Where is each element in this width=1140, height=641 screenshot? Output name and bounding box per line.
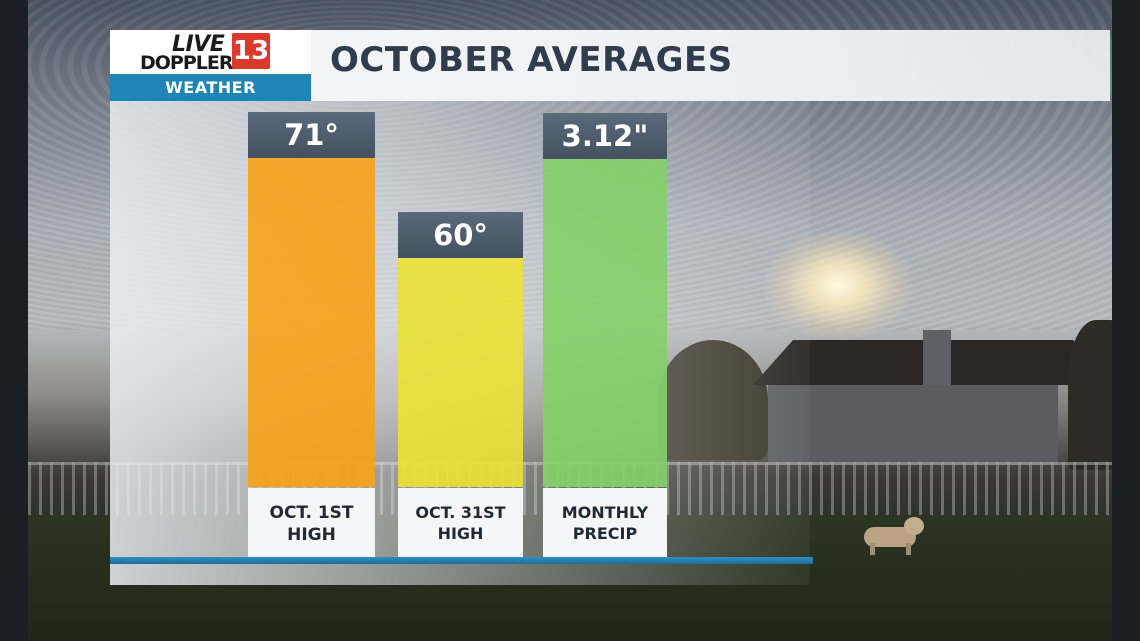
bar-value-label: 3.12" [543,113,667,159]
category-line: OCT. 1ST [269,502,354,523]
logo-weather-bar: WEATHER [110,74,311,101]
bar-fill [543,159,667,487]
dog-leg [906,543,911,555]
house-silhouette [733,330,1112,465]
bar-oct-1st-high: 71° OCT. 1ST HIGH [248,112,375,560]
logo-doppler-text: DOPPLER [140,52,233,74]
tree-silhouette-right [1068,320,1112,470]
category-line: HIGH [437,524,484,543]
page-title: OCTOBER AVERAGES [330,40,733,80]
dog-body [864,527,916,547]
category-line: HIGH [287,525,336,545]
dog-silhouette [858,515,926,555]
bar-monthly-precip: 3.12" MONTHLY PRECIP [543,113,667,560]
bar-fill [248,158,375,487]
dog-head [904,517,924,535]
bar-category-label: OCT. 1ST HIGH [248,488,375,560]
category-line: OCT. 31ST [415,503,506,523]
bar-category-label: MONTHLY PRECIP [543,488,667,560]
bar-value-label: 60° [398,212,523,258]
bar-fill [398,258,523,487]
category-line: PRECIP [572,524,638,543]
bar-value-label: 71° [248,112,375,158]
category-line: MONTHLY [561,503,649,523]
station-logo: LIVE DOPPLER 13 WEATHER [110,30,311,101]
house-body [768,385,1058,465]
bar-category-label: OCT. 31ST HIGH [398,488,523,560]
logo-channel-number: 13 [232,33,270,69]
chart-baseline [110,557,813,564]
bar-oct-31st-high: 60° OCT. 31ST HIGH [398,212,523,560]
logo-live-text: LIVE [172,32,225,57]
dog-leg [870,543,875,555]
